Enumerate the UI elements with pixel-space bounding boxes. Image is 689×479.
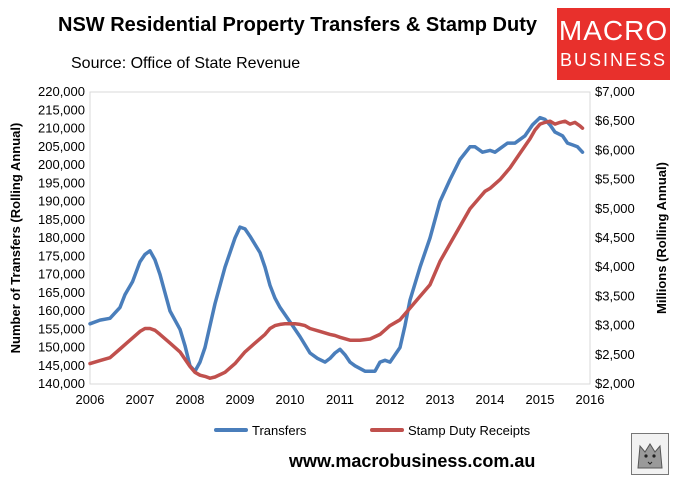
left-axis: 140,000 145,000 150,000 155,000 160,000 165,0… <box>38 84 85 391</box>
left-tick-label: 140,000 <box>38 376 85 391</box>
right-tick-label: $3,000 <box>595 318 635 333</box>
right-tick-label: $2,000 <box>595 376 635 391</box>
legend: Transfers Stamp Duty Receipts <box>0 420 689 444</box>
x-tick-label: 2010 <box>276 392 305 407</box>
right-tick-label: $5,500 <box>595 172 635 187</box>
left-tick-label: 150,000 <box>38 340 85 355</box>
x-tick-label: 2015 <box>526 392 555 407</box>
left-tick-label: 145,000 <box>38 358 85 373</box>
left-tick-label: 215,000 <box>38 102 85 117</box>
legend-item-transfers: Transfers <box>214 420 306 440</box>
right-tick-label: $6,000 <box>595 142 635 157</box>
left-tick-label: 210,000 <box>38 121 85 136</box>
logo-line-1: MACRO <box>558 15 669 46</box>
right-axis-title: Millions (Rolling Annual) <box>654 162 669 314</box>
legend-label-transfers: Transfers <box>252 422 307 438</box>
x-tick-label: 2008 <box>176 392 205 407</box>
series-line-stamp-duty <box>88 119 585 380</box>
right-tick-label: $4,000 <box>595 259 635 274</box>
left-tick-label: 200,000 <box>38 157 85 172</box>
series-line-transfers <box>88 115 585 373</box>
series-layer <box>88 115 585 380</box>
x-tick-label: 2013 <box>426 392 455 407</box>
left-tick-label: 175,000 <box>38 248 85 263</box>
wolf-logo-icon <box>631 433 669 475</box>
macrobusiness-logo: MACRO BUSINESS <box>557 8 670 80</box>
left-tick-label: 155,000 <box>38 321 85 336</box>
left-tick-label: 190,000 <box>38 194 85 209</box>
x-axis: 2006 2007 2008 2009 2010 2011 2012 2013 2014 2015… <box>76 392 605 407</box>
left-tick-label: 160,000 <box>38 303 85 318</box>
right-tick-label: $2,500 <box>595 347 635 362</box>
x-tick-label: 2011 <box>326 392 354 407</box>
left-tick-label: 165,000 <box>38 285 85 300</box>
x-tick-label: 2007 <box>126 392 155 407</box>
legend-swatch-stamp-duty <box>370 428 404 432</box>
right-tick-label: $7,000 <box>595 84 635 99</box>
x-tick-label: 2016 <box>576 392 605 407</box>
left-tick-label: 180,000 <box>38 230 85 245</box>
right-axis: $2,000 $2,500 $3,000 $3,500 $4,000 $4,500 $5,0… <box>595 84 635 391</box>
left-axis-title: Number of Transfers (Rolling Annual) <box>8 123 23 354</box>
x-tick-label: 2006 <box>76 392 105 407</box>
left-tick-label: 170,000 <box>38 267 85 282</box>
plot-area <box>89 91 591 385</box>
legend-label-stamp-duty: Stamp Duty Receipts <box>408 422 531 438</box>
chart-title: NSW Residential Property Transfers & Sta… <box>58 14 538 36</box>
left-tick-label: 185,000 <box>38 212 85 227</box>
right-tick-label: $6,500 <box>595 113 635 128</box>
right-tick-label: $5,000 <box>595 201 635 216</box>
legend-item-stamp-duty: Stamp Duty Receipts <box>370 420 530 440</box>
legend-swatch-transfers <box>214 428 248 432</box>
chart-subtitle: Source: Office of State Revenue <box>71 55 301 72</box>
left-tick-label: 205,000 <box>38 139 85 154</box>
left-tick-label: 220,000 <box>38 84 85 99</box>
x-tick-label: 2009 <box>226 392 255 407</box>
x-tick-label: 2014 <box>476 392 505 407</box>
x-tick-label: 2012 <box>376 392 405 407</box>
left-tick-label: 195,000 <box>38 175 85 190</box>
website-url: www.macrobusiness.com.au <box>289 451 536 471</box>
right-tick-label: $3,500 <box>595 288 635 303</box>
logo-line-2: BUSINESS <box>559 50 668 70</box>
right-tick-label: $4,500 <box>595 230 635 245</box>
